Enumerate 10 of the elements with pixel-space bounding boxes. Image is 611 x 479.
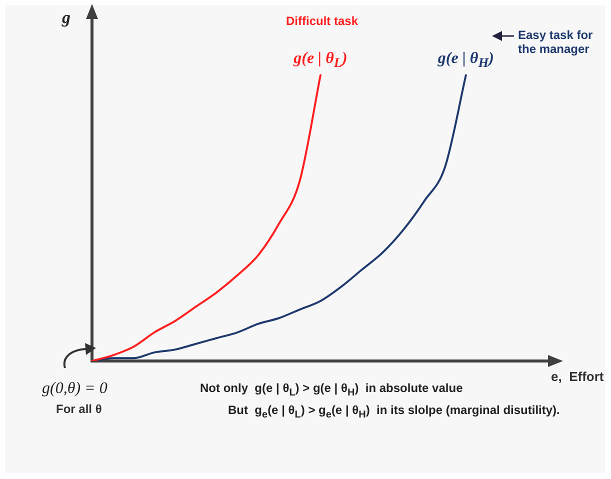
text: Easy task for the manager [518,28,594,56]
text: For all θ [56,402,102,416]
series-label: g(e | θ$_{H}$) [438,50,494,72]
y-axis-title: g [62,8,70,28]
text: But g$_{e}$(e | θ$_{L}$) > g$_{e}$(e | θ$_{H}$) in its slolpe (marginal disutility). [228,403,560,420]
series-label: g(e | θ$_{L}$) [294,50,348,72]
text: g(0,θ) = 0 [42,380,108,398]
x-axis-title: e, Effort [551,369,604,384]
text: Not only g(e | θ$_{L}$) > g(e | θ$_{H}$) in absolute value [200,381,463,398]
text: Difficult task [286,14,358,28]
